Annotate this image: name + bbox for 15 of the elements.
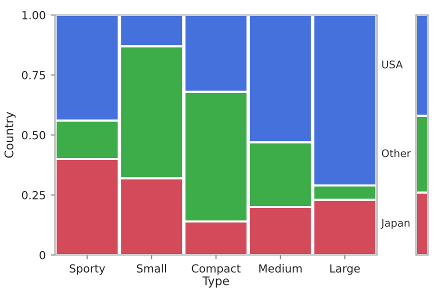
y-tick-label: 1.00 <box>22 10 46 20</box>
y-tick-label: 0.75 <box>22 70 45 80</box>
series-label: Other <box>382 149 411 158</box>
x-tick-label: Small <box>136 264 166 273</box>
x-tick-label: Medium <box>259 264 302 273</box>
x-tick-label: Compact <box>192 264 241 275</box>
y-axis-title: Country <box>4 112 16 158</box>
y-tick-label: 0.50 <box>22 130 46 140</box>
y-tick-label: 0.25 <box>22 190 45 200</box>
y-tick-label: 0 <box>40 250 46 260</box>
series-label: USA <box>382 60 403 68</box>
x-axis-title: Type <box>202 276 229 288</box>
x-tick-label: Large <box>330 264 360 275</box>
series-label: Japan <box>380 219 410 229</box>
x-tick-label: Sporty <box>70 264 106 275</box>
